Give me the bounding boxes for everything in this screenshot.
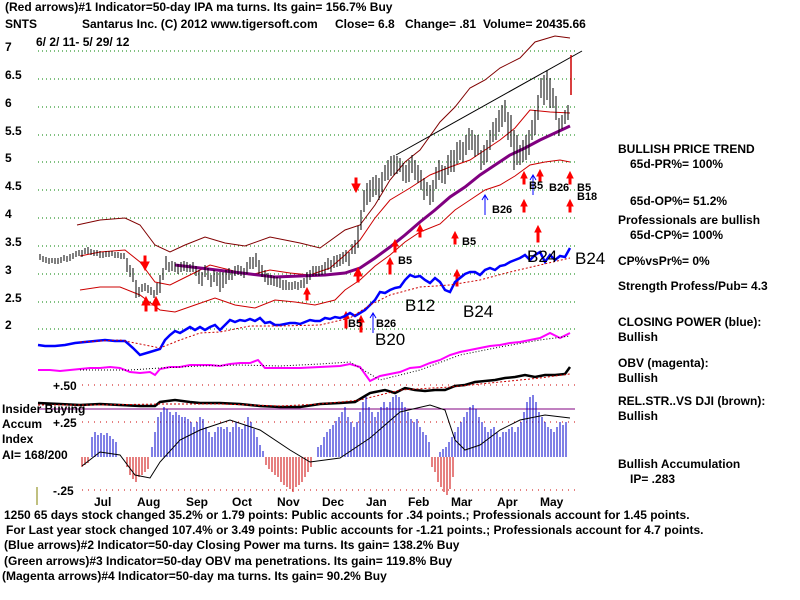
indicator-1-title: (Red arrows)#1 Indicator=50-day IPA ma t…	[5, 0, 393, 14]
ip-value: IP= .283	[630, 472, 676, 486]
cp-vs-pr: CP%vsPr%= 0%	[618, 254, 710, 268]
indicator-3-title: (Green arrows)#3 Indicator=50-day OBV ma…	[4, 554, 453, 568]
price-tick: 3.5	[5, 235, 22, 249]
red-arrows	[140, 168, 574, 333]
op-value: 65d-OP%= 51.2%	[630, 194, 728, 208]
signal-label: B24	[463, 302, 494, 321]
indicator-4-title: (Magenta arrows)#4 Indicator=50-day ma t…	[2, 569, 387, 583]
closing-power-line	[37, 247, 572, 357]
price-tick: 6.5	[5, 68, 22, 82]
closing-power-label: CLOSING POWER (blue):	[618, 315, 762, 329]
ai-value: AI= 168/200	[2, 448, 68, 462]
accum-tick: -.25	[53, 484, 74, 498]
accum-histogram	[81, 395, 571, 495]
change-value: Change= .81	[405, 17, 477, 31]
price-tick: 5	[5, 151, 12, 165]
price-tick: 6	[5, 96, 12, 110]
relstr-label: REL.STR..VS DJI (brown):	[618, 394, 766, 408]
ma50-line	[174, 124, 571, 279]
close-value: Close= 6.8	[335, 17, 395, 31]
price-tick: 4.5	[5, 179, 22, 193]
signal-label: B26	[376, 318, 397, 330]
closing-power-status: Bullish	[618, 330, 659, 344]
signal-label: B26	[492, 204, 513, 216]
price-tick: 4	[5, 207, 12, 221]
accum-tick: +.25	[53, 416, 77, 430]
month-label: Oct	[232, 495, 253, 509]
company-name: Santarus Inc. (C) 2012 www.tigersoft.com	[82, 17, 318, 31]
signal-label: B20	[375, 330, 406, 349]
signal-label: B12	[405, 296, 436, 315]
signal-label: B5	[462, 236, 477, 248]
symbol: SNTS	[5, 17, 38, 31]
month-label: Aug	[137, 495, 161, 509]
accum-tick: +.50	[53, 379, 77, 393]
signal-label: B5	[398, 255, 413, 267]
index-label: Index	[2, 432, 34, 446]
cp-value: 65d-CP%= 100%	[630, 228, 724, 242]
month-label: Jan	[366, 495, 387, 509]
signal-label: B24	[527, 247, 558, 266]
month-label: Mar	[451, 495, 473, 509]
price-tick: 2.5	[5, 291, 22, 305]
relstr-status: Bullish	[618, 409, 659, 423]
relstr-line	[37, 366, 572, 409]
accumulation-label: Bullish Accumulation	[618, 457, 741, 471]
month-label: Feb	[408, 495, 430, 509]
insider-buying-label: Insider Buying	[2, 402, 86, 416]
signal-label: B5	[348, 318, 363, 330]
signal-label: B18	[577, 191, 598, 203]
professionals-status: Professionals are bullish	[618, 213, 761, 227]
signal-label: B5	[577, 182, 592, 194]
pr-value: 65d-PR%= 100%	[630, 157, 724, 171]
footer-lastyear: For Last year stock changed 107.4% or 3.…	[6, 523, 704, 537]
month-label: Sep	[186, 495, 209, 509]
date-range: 6/ 2/ 11- 5/ 29/ 12	[36, 35, 130, 49]
month-label: May	[540, 495, 564, 509]
price-tick: 3	[5, 263, 12, 277]
price-bars	[39, 70, 569, 298]
price-tick: 7	[5, 40, 12, 54]
month-label: Nov	[277, 495, 300, 509]
accum-label: Accum	[2, 417, 43, 431]
signal-label: B5	[529, 180, 544, 192]
month-label: Dec	[322, 495, 345, 509]
indicator-2-title: (Blue arrows)#2 Indicator=50-day Closing…	[4, 538, 460, 552]
accum-gridlines	[82, 384, 575, 491]
month-label: Jul	[94, 495, 112, 509]
price-tick: 5.5	[5, 124, 22, 138]
obv-status: Bullish	[618, 371, 659, 385]
obv-label: OBV (magenta):	[618, 356, 709, 370]
signal-label: B26	[549, 182, 570, 194]
month-label: Apr	[497, 495, 518, 509]
volume-value: Volume= 20435.66	[483, 17, 586, 31]
footer-65day: 1250 65 days stock changed 35.2% or 1.79…	[4, 508, 690, 522]
signal-label: B24	[575, 249, 606, 268]
strength-ratio: Strength Profess/Pub= 4.3	[618, 279, 768, 293]
price-tick: 2	[5, 318, 12, 332]
trend-title: BULLISH PRICE TREND	[618, 142, 755, 156]
